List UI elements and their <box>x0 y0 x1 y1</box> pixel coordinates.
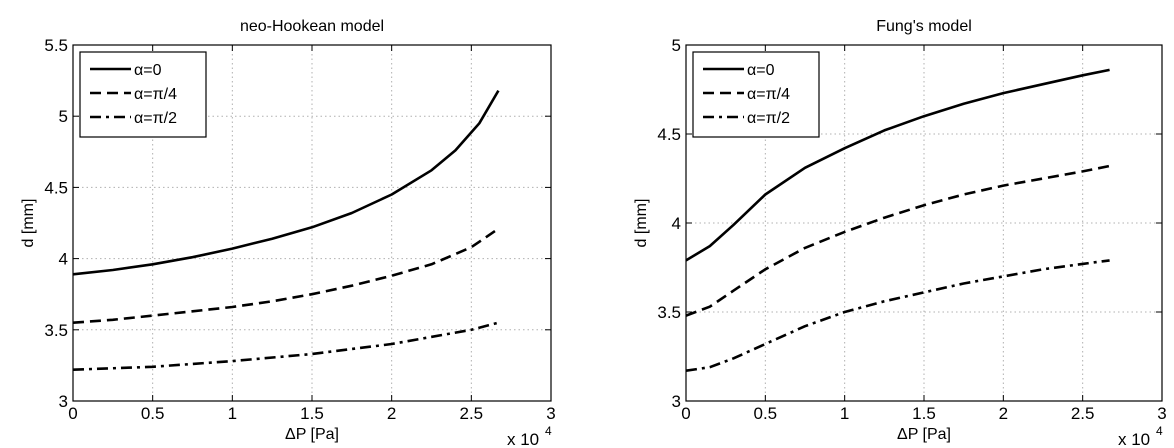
left-x-axis-label: ΔP [Pa] <box>285 426 339 443</box>
right-y-tick-label: 4 <box>672 214 681 233</box>
left-y-tick-label: 5.5 <box>44 36 68 55</box>
right-legend: α=0 α=π/4 α=π/2 <box>692 51 820 138</box>
right-y-tick-label: 3 <box>672 392 681 411</box>
left-y-tick-label: 3.5 <box>44 321 68 340</box>
left-series-line-1 <box>72 89 500 276</box>
left-x-multiplier-exponent: 4 <box>545 424 552 438</box>
left-x-tick-label: 1 <box>228 404 237 423</box>
right-chart-title: Fung's model <box>876 18 972 35</box>
left-x-tick-label: 1.5 <box>300 404 324 423</box>
right-x-multiplier-exponent: 4 <box>1156 424 1163 438</box>
left-legend-label-3: α=π/2 <box>134 110 177 127</box>
left-legend-box <box>79 51 207 138</box>
left-y-tick-label: 4 <box>59 250 68 269</box>
right-x-multiplier: x 10 <box>1118 430 1150 448</box>
left-legend: α=0 α=π/4 α=π/2 <box>79 51 207 138</box>
right-chart: 0 0.5 1 1.5 2 2.5 3 3 3.5 4 4.5 5 Fung's model ΔP [Pa… <box>633 18 1167 448</box>
right-y-tick-label: 3.5 <box>657 303 681 322</box>
left-x-tick-label: 2.5 <box>460 404 484 423</box>
right-x-tick-label: 3 <box>1157 404 1166 423</box>
left-x-tick-label: 0 <box>68 404 77 423</box>
left-y-tick-label: 4.5 <box>44 178 68 197</box>
right-legend-box <box>692 51 820 138</box>
left-chart: 0 0.5 1 1.5 2 2.5 3 3 3.5 4 4.5 5 5.5 neo-Hookean mod… <box>20 18 556 448</box>
right-legend-label-1: α=0 <box>747 62 775 79</box>
right-x-tick-label: 2.5 <box>1071 404 1095 423</box>
right-x-axis-label: ΔP [Pa] <box>897 426 951 443</box>
left-x-tick-label: 3 <box>546 404 555 423</box>
right-x-tick-label: 0 <box>681 404 690 423</box>
right-series-line-3 <box>685 259 1110 372</box>
right-series-line-2 <box>685 164 1110 317</box>
right-series-line-1 <box>685 68 1110 262</box>
left-y-tick-label: 5 <box>59 107 68 126</box>
left-x-tick-label: 2 <box>387 404 396 423</box>
right-x-tick-label: 1 <box>840 404 849 423</box>
left-y-axis-label: d [mm] <box>20 199 37 248</box>
left-x-multiplier: x 10 <box>507 430 539 448</box>
left-y-tick-label: 3 <box>59 392 68 411</box>
right-y-tick-label: 5 <box>672 36 681 55</box>
right-x-tick-label: 0.5 <box>754 404 778 423</box>
left-legend-label-2: α=π/4 <box>134 86 177 103</box>
left-legend-label-1: α=0 <box>134 62 162 79</box>
left-series-line-2 <box>72 227 500 324</box>
left-x-tick-label: 0.5 <box>141 404 165 423</box>
right-x-tick-label: 2 <box>999 404 1008 423</box>
left-series-line-3 <box>72 321 499 371</box>
right-x-tick-label: 1.5 <box>912 404 936 423</box>
left-chart-title: neo-Hookean model <box>240 18 384 35</box>
right-y-axis-label: d [mm] <box>633 199 650 248</box>
right-y-tick-label: 4.5 <box>657 125 681 144</box>
right-legend-label-3: α=π/2 <box>747 110 790 127</box>
right-legend-label-2: α=π/4 <box>747 86 790 103</box>
